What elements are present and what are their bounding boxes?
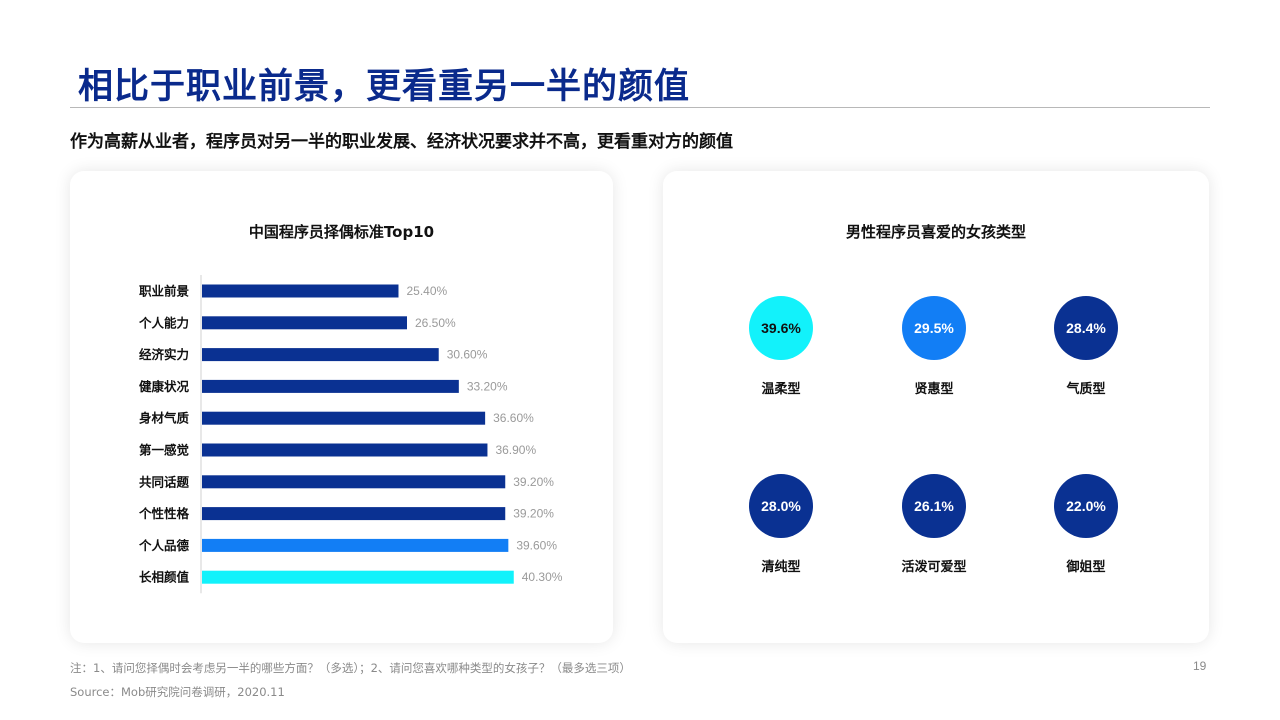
girl-type-label: 气质型 <box>1066 382 1106 397</box>
girl-type-item: 22.0% 御姐型 <box>1026 474 1146 575</box>
bar-value-label: 33.20% <box>467 379 508 393</box>
girl-type-percent: 39.6% <box>749 296 813 360</box>
bar-value-label: 36.90% <box>495 443 536 457</box>
bar-value-label: 30.60% <box>447 348 488 362</box>
girl-type-item: 39.6% 温柔型 <box>721 296 841 397</box>
bar-value-label: 39.20% <box>513 507 554 521</box>
girl-type-title: 男性程序员喜爱的女孩类型 <box>845 223 1026 241</box>
girl-type-percent: 28.0% <box>749 474 813 538</box>
bar-chart-card: 中国程序员择偶标准Top10 职业前景 25.40% 个人能力 26.50% 经济实力 3… <box>70 171 613 643</box>
page-title: 相比于职业前景，更看重另一半的颜值 <box>78 67 691 107</box>
bar-chart: 职业前景 25.40% 个人能力 26.50% 经济实力 30.60% 健康状况 33.20%… <box>138 275 563 594</box>
girl-type-percent: 29.5% <box>902 296 966 360</box>
girl-type-item: 29.5% 贤惠型 <box>874 296 994 397</box>
girl-type-label: 贤惠型 <box>914 382 954 397</box>
girl-type-label: 御姐型 <box>1066 560 1106 575</box>
bar <box>202 475 506 489</box>
title-divider <box>70 107 1210 108</box>
girl-type-item: 26.1% 活泼可爱型 <box>874 474 994 575</box>
bar-value-label: 25.40% <box>406 284 447 298</box>
page-number: 19 <box>1193 659 1207 673</box>
source-note: Source：Mob研究院问卷调研，2020.11 <box>70 685 285 699</box>
bar <box>202 570 514 584</box>
bar <box>202 348 439 362</box>
girl-type-label: 清纯型 <box>761 560 801 575</box>
bar-value-label: 26.50% <box>415 316 456 330</box>
bar <box>202 284 399 298</box>
girl-type-card: 男性程序员喜爱的女孩类型 39.6% 温柔型 29.5% 贤惠型 28.4% 气质型 28.… <box>663 171 1209 643</box>
bar <box>202 507 506 521</box>
bar-value-label: 39.60% <box>516 538 557 552</box>
bar-category-label: 个人能力 <box>138 315 189 330</box>
bar-category-label: 个性性格 <box>138 506 190 521</box>
bar-value-label: 40.30% <box>522 570 563 584</box>
girl-type-percent: 22.0% <box>1054 474 1118 538</box>
bar-category-label: 身材气质 <box>139 411 190 426</box>
bar-category-label: 第一感觉 <box>139 443 190 458</box>
girl-type-label: 活泼可爱型 <box>901 560 967 575</box>
bar-category-label: 职业前景 <box>139 284 190 299</box>
bar <box>202 411 486 425</box>
bar-category-label: 经济实力 <box>139 347 189 362</box>
bar-category-label: 个人品德 <box>138 538 190 553</box>
bar-value-label: 36.60% <box>493 411 534 425</box>
bar-chart-title: 中国程序员择偶标准Top10 <box>248 223 435 241</box>
footnote: 注：1、请问您择偶时会考虑另一半的哪些方面？（多选）；2、请问您喜欢哪种类型的女… <box>70 661 631 675</box>
page-subtitle: 作为高薪从业者，程序员对另一半的职业发展、经济状况要求并不高，更看重对方的颜值 <box>70 132 733 152</box>
bar <box>202 443 488 457</box>
girl-type-percent: 28.4% <box>1054 296 1118 360</box>
bar-category-label: 长相颜值 <box>139 570 190 585</box>
girl-type-percent: 26.1% <box>902 474 966 538</box>
bar-value-label: 39.20% <box>513 475 554 489</box>
bar <box>202 538 509 552</box>
girl-type-item: 28.0% 清纯型 <box>721 474 841 575</box>
girl-type-label: 温柔型 <box>761 382 801 397</box>
bar-category-label: 共同话题 <box>139 474 190 489</box>
bar <box>202 316 407 330</box>
bar-category-label: 健康状况 <box>139 379 190 394</box>
bar <box>202 379 459 393</box>
girl-type-item: 28.4% 气质型 <box>1026 296 1146 397</box>
